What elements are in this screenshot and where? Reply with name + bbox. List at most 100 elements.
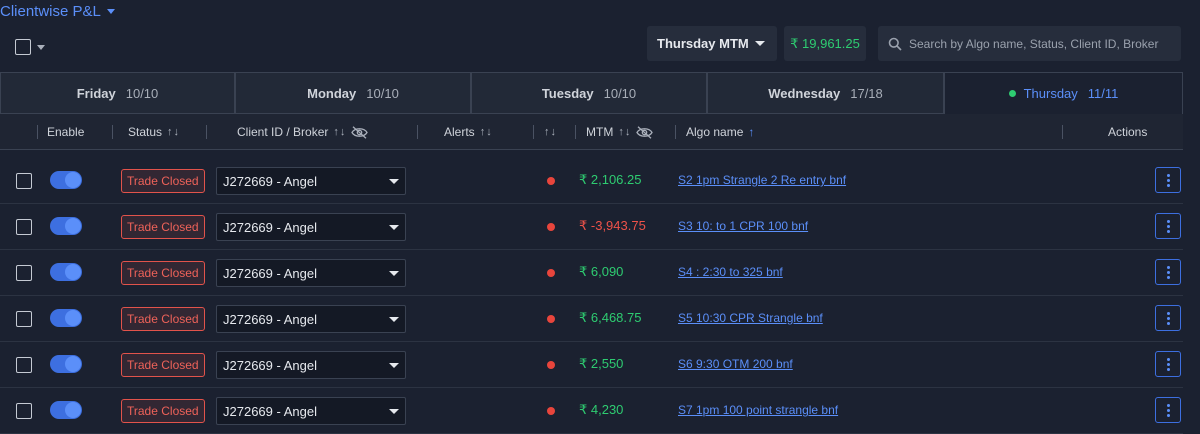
client-broker-select[interactable]: J272669 - Angel — [216, 213, 406, 241]
day-tabs: Friday 10/10 Monday 10/10 Tuesday 10/10 … — [0, 72, 1183, 114]
top-bar: Clientwise P&L Thursday MTM ₹ 19,961.25 — [0, 0, 1200, 72]
search-icon — [888, 37, 902, 51]
mtm-day-select-value: Thursday MTM — [657, 36, 749, 51]
client-broker-select[interactable]: J272669 - Angel — [216, 259, 406, 287]
status-badge: Trade Closed — [121, 215, 205, 239]
search-box[interactable] — [878, 26, 1181, 61]
row-checkbox[interactable] — [16, 357, 32, 373]
row-actions-button[interactable] — [1155, 213, 1181, 239]
vertical-scrollbar[interactable] — [1183, 114, 1200, 432]
page-title: Clientwise P&L — [0, 3, 101, 20]
algo-name-link[interactable]: S4 : 2:30 to 325 bnf — [678, 265, 783, 279]
mtm-value: ₹ 2,106.25 — [579, 172, 642, 187]
column-label: Actions — [1108, 125, 1148, 139]
sort-arrows-icon[interactable]: ↑↓ — [167, 126, 181, 138]
column-divider — [1062, 125, 1063, 139]
column-label: Algo name — [686, 125, 744, 139]
client-broker-value: J272669 - Angel — [223, 357, 317, 373]
column-label: Enable — [47, 125, 85, 139]
kebab-menu-icon — [1166, 403, 1170, 418]
tab-monday[interactable]: Monday 10/10 — [235, 72, 471, 114]
column-header-mtm[interactable]: MTM ↑↓ — [586, 114, 654, 150]
chevron-down-icon — [106, 9, 115, 14]
enable-toggle[interactable] — [50, 263, 82, 281]
select-all-checkbox[interactable] — [15, 39, 31, 55]
chevron-down-icon — [389, 363, 399, 368]
column-divider — [575, 125, 576, 139]
search-input[interactable] — [909, 36, 1174, 51]
column-header-alerts[interactable]: Alerts ↑↓ — [444, 114, 493, 150]
chevron-down-icon — [389, 271, 399, 276]
algo-name-link[interactable]: S2 1pm Strangle 2 Re entry bnf — [678, 173, 847, 187]
row-actions-button[interactable] — [1155, 351, 1181, 377]
mtm-day-select[interactable]: Thursday MTM — [647, 26, 777, 61]
status-badge: Trade Closed — [121, 399, 205, 423]
algo-name-link[interactable]: S3 10: to 1 CPR 100 bnf — [678, 219, 809, 233]
client-broker-select[interactable]: J272669 - Angel — [216, 351, 406, 379]
client-broker-select[interactable]: J272669 - Angel — [216, 167, 406, 195]
sort-arrows-icon[interactable]: ↑↓ — [544, 126, 557, 138]
row-checkbox[interactable] — [16, 311, 32, 327]
client-broker-select[interactable]: J272669 - Angel — [216, 305, 406, 333]
tab-wednesday[interactable]: Wednesday 17/18 — [707, 72, 944, 114]
chevron-down-icon[interactable] — [37, 44, 45, 50]
tab-tuesday[interactable]: Tuesday 10/10 — [471, 72, 707, 114]
column-header-status[interactable]: Status ↑↓ — [128, 114, 180, 150]
row-actions-button[interactable] — [1155, 397, 1181, 423]
tab-day-label: Friday — [76, 85, 116, 101]
column-header-client[interactable]: Client ID / Broker ↑↓ — [237, 114, 369, 150]
client-broker-value: J272669 - Angel — [223, 311, 317, 327]
client-broker-value: J272669 - Angel — [223, 173, 317, 189]
table-row: Trade Closed J272669 - Angel ₹ 2,550 S6 … — [0, 342, 1183, 388]
row-checkbox[interactable] — [16, 403, 32, 419]
tab-thursday[interactable]: Thursday 11/11 — [944, 72, 1183, 114]
algo-name-link[interactable]: S6 9:30 OTM 200 bnf — [678, 357, 793, 371]
mtm-value: ₹ 2,550 — [579, 356, 624, 371]
table-row: Trade Closed J272669 - Angel ₹ 2,106.25 … — [0, 158, 1183, 204]
column-header-algo[interactable]: Algo name ↑ — [686, 114, 754, 150]
sort-ascending-icon[interactable]: ↑ — [748, 125, 755, 139]
row-actions-button[interactable] — [1155, 305, 1181, 331]
row-checkbox[interactable] — [16, 219, 32, 235]
enable-toggle[interactable] — [50, 309, 82, 327]
client-broker-value: J272669 - Angel — [223, 265, 317, 281]
column-header-enable: Enable — [47, 114, 84, 150]
chevron-down-icon — [389, 409, 399, 414]
select-all-control[interactable] — [15, 39, 45, 55]
table-header: Enable Status ↑↓ Client ID / Broker ↑↓ A… — [0, 114, 1183, 150]
algo-name-link[interactable]: S5 10:30 CPR Strangle bnf — [678, 311, 823, 325]
alert-status-dot-icon — [547, 269, 555, 277]
eye-off-icon[interactable] — [351, 125, 369, 139]
mtm-value: ₹ 6,468.75 — [579, 310, 642, 325]
eye-off-icon[interactable] — [636, 125, 654, 139]
sort-arrows-icon[interactable]: ↑↓ — [479, 126, 493, 138]
table-row: Trade Closed J272669 - Angel ₹ 6,468.75 … — [0, 296, 1183, 342]
column-header-alert-sort[interactable]: ↑↓ — [544, 114, 557, 150]
page-title-dropdown[interactable]: Clientwise P&L — [0, 3, 115, 20]
sort-arrows-icon[interactable]: ↑↓ — [333, 126, 347, 138]
enable-toggle[interactable] — [50, 401, 82, 419]
column-divider — [206, 125, 207, 139]
row-checkbox[interactable] — [16, 265, 32, 281]
tab-count: 17/18 — [850, 85, 883, 101]
status-badge: Trade Closed — [121, 353, 205, 377]
enable-toggle[interactable] — [50, 171, 82, 189]
row-actions-button[interactable] — [1155, 167, 1181, 193]
sort-arrows-icon[interactable]: ↑↓ — [618, 126, 632, 138]
tab-friday[interactable]: Friday 10/10 — [0, 72, 235, 114]
enable-toggle[interactable] — [50, 355, 82, 373]
column-divider — [112, 125, 113, 139]
mtm-value: ₹ 6,090 — [579, 264, 624, 279]
client-broker-select[interactable]: J272669 - Angel — [216, 397, 406, 425]
row-actions-button[interactable] — [1155, 259, 1181, 285]
column-label: Alerts — [444, 125, 475, 139]
mtm-total-value: ₹ 19,961.25 — [784, 26, 866, 61]
enable-toggle[interactable] — [50, 217, 82, 235]
status-badge: Trade Closed — [121, 307, 205, 331]
column-divider — [37, 125, 38, 139]
row-checkbox[interactable] — [16, 173, 32, 189]
client-broker-value: J272669 - Angel — [223, 219, 317, 235]
tab-count: 10/10 — [366, 85, 399, 101]
kebab-menu-icon — [1166, 173, 1170, 188]
algo-name-link[interactable]: S7 1pm 100 point strangle bnf — [678, 403, 839, 417]
